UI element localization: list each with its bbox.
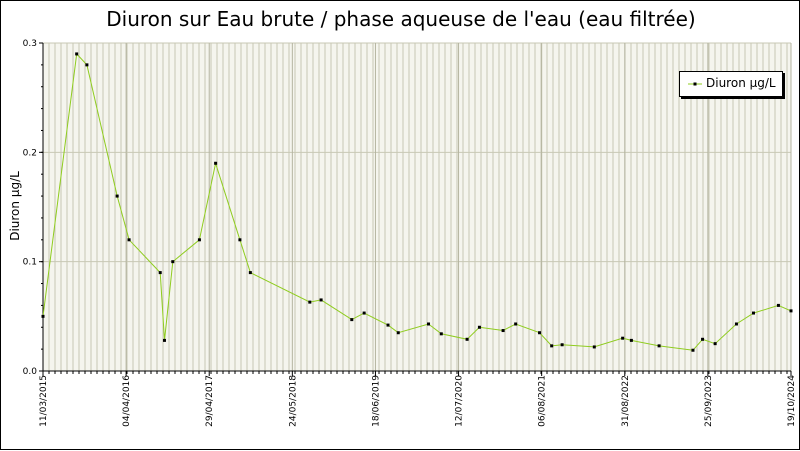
plot-background [43, 43, 791, 371]
data-point-marker [427, 322, 431, 326]
x-tick-label: 12/07/2020 [455, 375, 465, 427]
data-point-marker [171, 260, 175, 264]
x-tick-label: 24/05/2018 [288, 375, 298, 427]
data-point-marker [550, 344, 554, 348]
x-tick-label: 19/10/2024 [787, 375, 797, 427]
series-line [42, 52, 792, 351]
data-point-marker [319, 298, 323, 302]
x-tick-label: 06/08/2021 [538, 375, 548, 427]
data-point-marker [248, 271, 252, 275]
y-tick-label: 0.2 [23, 148, 37, 158]
data-point-marker [308, 300, 312, 304]
data-point-marker [362, 311, 366, 315]
data-point-marker [75, 52, 79, 56]
data-point-marker [214, 161, 218, 165]
x-tick-label: 11/03/2015 [39, 375, 49, 427]
data-point-marker [439, 332, 443, 336]
legend-label: Diuron µg/L [706, 76, 776, 90]
data-point-marker [592, 345, 596, 349]
data-point-marker [713, 342, 717, 346]
data-point-marker [538, 331, 542, 335]
data-point-marker [621, 336, 625, 340]
data-point-marker [396, 331, 400, 335]
data-point-marker [41, 314, 45, 318]
legend: Diuron µg/L [679, 71, 783, 97]
x-tick-label: 04/04/2016 [122, 375, 132, 427]
data-point-marker [734, 322, 738, 326]
chart-title: Diuron sur Eau brute / phase aqueuse de … [106, 7, 696, 31]
y-tick-label: 0.3 [23, 39, 37, 49]
data-point-marker [657, 344, 661, 348]
y-tick-label: 0.0 [23, 367, 38, 377]
data-point-marker [751, 311, 755, 315]
data-point-marker [127, 238, 131, 242]
data-point-marker [465, 337, 469, 341]
data-point-marker [560, 343, 564, 347]
data-point-marker [158, 271, 162, 275]
data-point-marker [115, 194, 119, 198]
data-point-marker [238, 238, 242, 242]
x-tick-label: 31/08/2022 [621, 375, 631, 427]
data-point-marker [776, 303, 780, 307]
x-tick-label: 29/04/2017 [205, 375, 215, 427]
data-point-marker [85, 63, 89, 67]
data-point-marker [514, 322, 518, 326]
data-point-marker [350, 318, 354, 322]
x-tick-label: 18/06/2019 [371, 375, 381, 427]
data-point-marker [386, 323, 390, 327]
data-point-marker [477, 325, 481, 329]
data-point-marker [197, 238, 201, 242]
y-tick-label: 0.1 [23, 258, 37, 268]
data-point-marker [789, 309, 793, 313]
data-point-marker [701, 337, 705, 341]
x-tick-label: 25/09/2023 [704, 375, 714, 427]
legend-marker-swatch [693, 82, 697, 86]
data-point-marker [501, 329, 505, 333]
legend-line-marker-icon [688, 82, 702, 86]
data-point-marker [162, 338, 166, 342]
data-point-marker [691, 348, 695, 352]
data-point-marker [629, 338, 633, 342]
